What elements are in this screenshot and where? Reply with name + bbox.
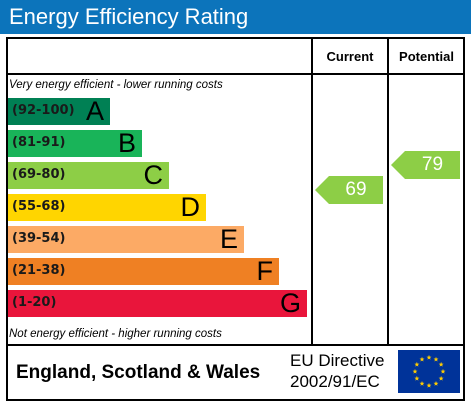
potential-arrow-shape [391,151,460,179]
band-e-range: (39-54) [12,231,66,246]
eu-star-icon [414,361,420,367]
eu-star-icon [433,356,439,362]
divider-potential [387,37,389,346]
eu-star-icon [438,375,444,381]
footer-divider [6,344,465,346]
current-rating-value: 69 [345,179,367,200]
band-d-range: (55-68) [12,199,66,214]
eu-directive-label: EU Directive [290,351,385,370]
header-divider [6,73,465,75]
band-e: (39-54) E [8,224,244,254]
potential-rating-arrow: 79 [391,151,460,179]
band-b-range: (81-91) [12,135,66,150]
potential-column-header: Potential [399,49,454,64]
eu-star-icon [433,381,439,386]
footer-region: England, Scotland & Wales [16,362,261,383]
band-b: (81-91) B [8,128,142,158]
eu-flag-icon [398,350,460,393]
eu-star-icon [426,382,432,388]
page-title: Energy Efficiency Rating [9,4,249,29]
eu-star-icon [440,368,446,374]
band-b-letter: B [117,128,136,158]
band-c: (69-80) C [8,160,169,190]
band-g-range: (1-20) [12,295,57,310]
band-g-letter: G [279,288,301,318]
band-a-letter: A [85,96,104,126]
title-bar: Energy Efficiency Rating [0,0,471,34]
current-arrow-shape [315,176,383,204]
band-a-range: (92-100) [12,103,75,118]
band-d: (55-68) D [8,192,206,222]
rating-frame [6,37,465,401]
potential-rating-value: 79 [421,154,444,175]
band-c-letter: C [143,160,164,190]
band-g: (1-20) G [8,288,307,318]
band-f-letter: F [256,256,274,286]
eu-star-icon [419,356,425,362]
current-column-header: Current [326,49,374,64]
eu-star-icon [412,368,418,374]
current-rating-arrow: 69 [315,176,383,204]
eu-directive-number: 2002/91/EC [290,372,380,391]
eu-star-icon [414,375,420,381]
band-d-letter: D [180,192,201,222]
bottom-caption: Not energy efficient - higher running co… [9,328,222,340]
eu-star-icon [419,381,425,386]
band-c-range: (69-80) [12,167,66,182]
band-f: (21-38) F [8,256,279,286]
eu-star-icon [438,361,444,367]
band-e-letter: E [219,224,238,254]
band-f-range: (21-38) [12,263,66,278]
band-a: (92-100) A [8,96,110,126]
divider-current [311,37,313,346]
eu-star-icon [426,354,432,360]
top-caption: Very energy efficient - lower running co… [9,79,223,91]
